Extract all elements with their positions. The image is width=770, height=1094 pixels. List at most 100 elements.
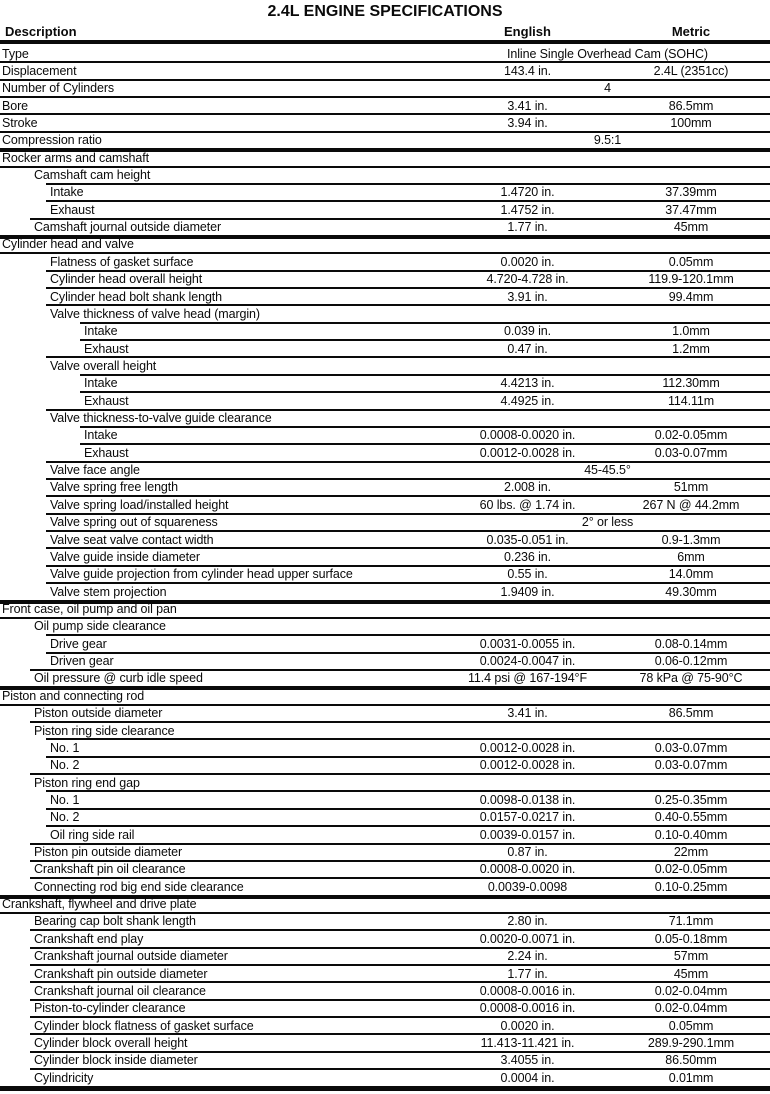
spec-label: Cylinder head overall height xyxy=(50,272,203,287)
spec-row: Piston ring end gap xyxy=(0,773,770,790)
spec-row: No. 2 0.0157-0.0217 in. 0.40-0.55mm xyxy=(0,807,770,825)
spec-english-value: 0.039 in. xyxy=(503,324,552,339)
row-separator-line xyxy=(0,148,770,153)
spec-metric-value: 100mm xyxy=(670,115,712,130)
spec-metric-value: 0.02-0.05mm xyxy=(654,862,728,877)
row-separator-line xyxy=(46,460,770,463)
spec-row: Intake 4.4213 in. 112.30mm xyxy=(0,373,770,391)
spec-english-value: 4.720-4.728 in. xyxy=(486,272,569,287)
spec-english-value: 0.0039-0.0157 in. xyxy=(479,827,576,842)
spec-row: Driven gear 0.0024-0.0047 in. 0.06-0.12mm xyxy=(0,651,770,669)
row-separator-line xyxy=(46,738,770,741)
row-separator-line xyxy=(46,408,770,411)
spec-label: Intake xyxy=(84,428,118,443)
row-separator-line xyxy=(46,564,770,567)
spec-row: Exhaust 0.0012-0.0028 in. 0.03-0.07mm xyxy=(0,443,770,460)
spec-row: Valve seat valve contact width 0.035-0.05… xyxy=(0,530,770,547)
spec-row: Exhaust 4.4925 in. 114.11m xyxy=(0,391,770,408)
row-separator-line xyxy=(80,373,770,376)
row-separator-line xyxy=(30,946,770,949)
spec-row: Valve stem projection 1.9409 in. 49.30mm xyxy=(0,582,770,599)
spec-english-value: 143.4 in. xyxy=(503,63,552,78)
row-separator-line xyxy=(46,304,770,307)
spec-row: Valve thickness-to-valve guide clearance xyxy=(0,408,770,426)
row-separator-line xyxy=(46,651,770,654)
spec-shared-value: 9.5:1 xyxy=(593,133,622,148)
spec-row: Camshaft journal outside diameter 1.77 in… xyxy=(0,217,770,235)
row-separator-line xyxy=(0,96,770,99)
spec-english-value: 0.47 in. xyxy=(507,341,548,356)
spec-english-value: 0.0020 in. xyxy=(500,1018,555,1033)
spec-metric-value: 0.9-1.3mm xyxy=(661,532,721,547)
row-separator-line xyxy=(80,391,770,394)
row-separator-line xyxy=(30,981,770,984)
spec-row: Bore 3.41 in. 86.5mm xyxy=(0,96,770,113)
spec-english-value: 0.0008-0.0016 in. xyxy=(479,983,576,998)
spec-row: Cylinder head bolt shank length 3.91 in. 9… xyxy=(0,287,770,304)
row-separator-line xyxy=(46,530,770,533)
spec-label: Type xyxy=(2,46,29,61)
spec-label: Displacement xyxy=(2,63,77,78)
row-separator-line xyxy=(46,755,770,758)
spec-english-value: 0.0004 in. xyxy=(500,1070,555,1085)
spec-label: Camshaft journal outside diameter xyxy=(34,220,222,235)
spec-english-value: 2.80 in. xyxy=(507,914,548,929)
spec-label: No. 1 xyxy=(50,792,80,807)
spec-metric-value: 0.05mm xyxy=(668,1018,714,1033)
row-separator-line xyxy=(46,287,770,290)
row-separator-line xyxy=(30,859,770,862)
spec-label: Piston pin outside diameter xyxy=(34,845,183,860)
spec-english-value: 3.91 in. xyxy=(507,289,548,304)
spec-label: Exhaust xyxy=(84,393,129,408)
spec-english-value: 0.0039-0.0098 xyxy=(487,879,568,894)
spec-row: Crankshaft journal outside diameter 2.24 … xyxy=(0,946,770,964)
row-separator-line xyxy=(0,616,770,619)
spec-metric-value: 0.08-0.14mm xyxy=(654,636,728,651)
row-separator-line xyxy=(80,339,770,342)
row-separator-line xyxy=(30,668,770,671)
row-separator-line xyxy=(46,182,770,185)
spec-row: Intake 1.4720 in. 37.39mm xyxy=(0,182,770,200)
spec-label: Cylindricity xyxy=(34,1070,94,1085)
spec-metric-value: 49.30mm xyxy=(665,584,717,599)
spec-metric-value: 78 kPa @ 75-90°C xyxy=(639,671,743,686)
spec-english-value: 1.77 in. xyxy=(507,966,548,981)
spec-label: Crankshaft pin oil clearance xyxy=(34,862,186,877)
spec-metric-value: 114.11m xyxy=(667,393,715,408)
row-separator-line xyxy=(0,894,770,899)
spec-row: Intake 0.039 in. 1.0mm xyxy=(0,321,770,339)
spec-english-value: 0.0157-0.0217 in. xyxy=(479,810,576,825)
spec-label: Valve spring out of squareness xyxy=(50,515,218,530)
spec-row: Drive gear 0.0031-0.0055 in. 0.08-0.14mm xyxy=(0,634,770,651)
spec-shared-value: Inline Single Overhead Cam (SOHC) xyxy=(507,46,708,61)
spec-label: Valve spring load/installed height xyxy=(50,497,229,512)
spec-metric-value: 37.39mm xyxy=(665,185,717,200)
row-separator-line xyxy=(46,200,770,203)
spec-metric-value: 0.03-0.07mm xyxy=(654,758,728,773)
spec-english-value: 0.0031-0.0055 in. xyxy=(479,636,576,651)
spec-english-value: 3.41 in. xyxy=(507,98,548,113)
spec-label: Crankshaft pin outside diameter xyxy=(34,966,208,981)
spec-metric-value: 0.25-0.35mm xyxy=(654,792,728,807)
spec-row: Oil pump side clearance xyxy=(0,616,770,634)
spec-english-value: 0.0008-0.0020 in. xyxy=(479,428,576,443)
spec-label: Oil ring side rail xyxy=(50,827,135,842)
row-separator-line xyxy=(30,1050,770,1053)
section-row: Rocker arms and camshaft xyxy=(0,148,770,165)
section-row: Crankshaft, flywheel and drive plate xyxy=(0,894,770,912)
row-separator-line xyxy=(46,356,770,359)
spec-label: Flatness of gasket surface xyxy=(50,254,194,269)
spec-label: Crankshaft journal outside diameter xyxy=(34,949,228,964)
spec-english-value: 0.0020 in. xyxy=(500,254,555,269)
spec-row: Cylinder head overall height 4.720-4.728 … xyxy=(0,269,770,287)
spec-row: Valve thickness of valve head (margin) xyxy=(0,304,770,321)
spec-english-value: 1.77 in. xyxy=(507,220,548,235)
spec-row: Connecting rod big end side clearance 0.0… xyxy=(0,877,770,894)
row-separator-line xyxy=(30,721,770,724)
spec-row: Valve overall height xyxy=(0,356,770,373)
spec-row: Valve spring free length 2.008 in. 51mm xyxy=(0,477,770,495)
spec-metric-value: 0.03-0.07mm xyxy=(654,445,728,460)
spec-label: Connecting rod big end side clearance xyxy=(34,879,244,894)
spec-label: Exhaust xyxy=(84,341,129,356)
